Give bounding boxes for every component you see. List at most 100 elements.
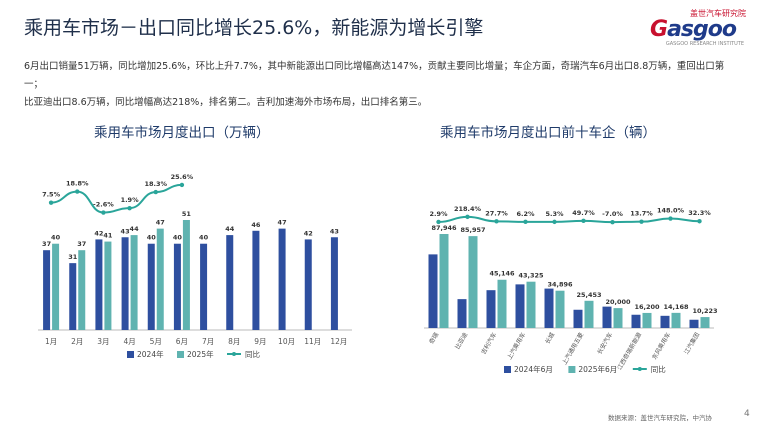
monthly-tick-0: 1月 — [45, 337, 57, 346]
topten-yoy-point-4 — [552, 219, 557, 225]
topten-bar-s0-1 — [457, 299, 467, 328]
monthly-bar-label-s0-7: 44 — [225, 225, 235, 233]
topten-yoy-label-5: 49.7% — [572, 209, 595, 217]
topten-tick-1: 比亚迪 — [453, 331, 469, 351]
topten-tick-0: 奇瑞 — [427, 331, 440, 345]
topten-tick-2: 吉利汽车 — [479, 331, 498, 356]
topten-yoy-point-5 — [581, 218, 586, 224]
monthly-bar-s0-2 — [95, 239, 103, 330]
topten-bar-s1-5 — [584, 300, 594, 328]
topten-bar-s1-4 — [555, 290, 565, 328]
topten-bar-s0-8 — [660, 315, 670, 328]
topten-bar-s1-2 — [497, 279, 507, 328]
monthly-bar-s0-8 — [252, 230, 260, 330]
monthly-bar-label-s1-0: 40 — [51, 234, 61, 242]
topten-yoy-line — [438, 215, 700, 224]
topten-bar-s0-5 — [573, 309, 583, 328]
monthly-bar-s0-7 — [226, 235, 234, 330]
topten-bar-s0-3 — [515, 284, 525, 328]
topten-bar-s0-6 — [602, 306, 612, 328]
monthly-tick-6: 7月 — [202, 337, 214, 346]
topten-bar-label-s1-3: 43,325 — [518, 272, 544, 280]
monthly-yoy-point-5 — [179, 182, 185, 188]
monthly-bar-s1-2 — [104, 241, 112, 330]
topten-tick-9: 江汽集团 — [682, 331, 701, 356]
monthly-tick-2: 3月 — [97, 337, 109, 346]
monthly-yoy-label-3: 1.9% — [121, 196, 140, 204]
monthly-legend-line-label: 同比 — [245, 349, 260, 359]
topten-yoy-label-3: 6.2% — [516, 210, 535, 218]
topten-yoy-label-1: 218.4% — [454, 205, 482, 213]
topten-yoy-point-7 — [639, 219, 644, 224]
monthly-bar-s0-4 — [147, 243, 155, 330]
topten-yoy-point-3 — [523, 219, 528, 225]
monthly-bar-label-s0-8: 46 — [251, 221, 261, 229]
topten-yoy-point-8 — [668, 216, 673, 221]
topten-legend-swatch-1 — [568, 366, 576, 373]
topten-bar-s1-1 — [468, 236, 478, 328]
monthly-bar-label-s0-2: 42 — [94, 229, 103, 237]
monthly-yoy-point-0 — [48, 200, 54, 205]
logo-word-g: G — [650, 17, 668, 42]
monthly-bar-label-s1-3: 44 — [130, 225, 140, 233]
monthly-tick-11: 12月 — [330, 337, 347, 346]
monthly-bar-label-s0-0: 37 — [42, 240, 51, 248]
monthly-bar-label-s0-3: 43 — [121, 227, 130, 235]
topten-yoy-point-1 — [465, 214, 470, 220]
topten-bar-label-s1-4: 34,896 — [547, 281, 573, 289]
monthly-yoy-line — [51, 183, 182, 214]
monthly-tick-9: 10月 — [278, 337, 295, 346]
topten-bar-s0-2 — [486, 290, 496, 328]
topten-bar-s1-7 — [642, 312, 652, 328]
monthly-bar-label-s1-2: 41 — [103, 232, 113, 240]
topten-bar-s1-8 — [671, 312, 681, 328]
page-number: 4 — [744, 409, 750, 419]
monthly-bar-s0-3 — [121, 237, 129, 330]
topten-bar-label-s1-9: 10,223 — [692, 307, 717, 315]
topten-legend-line-label: 同比 — [651, 364, 666, 374]
topten-legend-label-0: 2024年6月 — [514, 364, 553, 374]
topten-yoy-label-2: 27.7% — [485, 209, 508, 217]
monthly-tick-1: 2月 — [71, 337, 83, 346]
topten-yoy-label-0: 2.9% — [429, 210, 448, 218]
topten-bar-s0-7 — [631, 314, 641, 328]
monthly-bar-label-s0-9: 47 — [278, 219, 287, 227]
topten-bar-label-s1-6: 20,000 — [605, 298, 631, 306]
monthly-bar-s0-9 — [278, 228, 286, 330]
topten-yoy-label-7: 13.7% — [630, 210, 653, 218]
topten-tick-4: 长城 — [543, 331, 556, 345]
monthly-yoy-point-3 — [127, 205, 132, 211]
topten-bar-s1-9 — [700, 317, 710, 328]
monthly-legend-swatch-1 — [177, 351, 184, 358]
topten-tick-8: 东风乘用车 — [650, 331, 672, 361]
topten-yoy-label-6: -7.0% — [602, 210, 623, 218]
monthly-bar-label-s0-4: 40 — [147, 234, 157, 242]
gasgoo-logo: 盖世汽车研究院 Gasgoo GASGOO RESEARCH INSTITUTE — [650, 8, 750, 47]
topten-legend-label-1: 2025年6月 — [578, 364, 617, 374]
topten-bar-s0-9 — [689, 319, 699, 328]
topten-bar-s1-0 — [439, 234, 449, 328]
monthly-yoy-point-4 — [153, 189, 158, 195]
monthly-bar-label-s0-6: 40 — [199, 234, 209, 242]
monthly-bar-label-s1-1: 37 — [77, 240, 86, 248]
topten-yoy-label-4: 5.3% — [545, 210, 564, 218]
topten-yoy-point-6 — [610, 219, 615, 225]
topten-tick-7: 江西奇瑞新能源 — [615, 331, 643, 371]
monthly-bar-s1-3 — [130, 235, 138, 330]
summary-line-1: 6月出口销量51万辆，同比增加25.6%，环比上升7.7%，其中新能源出口同比增… — [24, 61, 725, 90]
monthly-bar-s1-4 — [156, 228, 164, 330]
monthly-bar-s0-1 — [69, 263, 77, 330]
page-title: 乘用车市场－出口同比增长25.6%，新能源为增长引擎 — [24, 17, 484, 39]
logo-top-text: 盖世汽车研究院 — [690, 9, 746, 18]
monthly-bar-label-s1-4: 47 — [156, 219, 165, 227]
monthly-tick-3: 4月 — [123, 337, 135, 346]
summary-text: 6月出口销量51万辆，同比增加25.6%，环比上升7.7%，其中新能源出口同比增… — [24, 58, 740, 112]
topten-bar-label-s1-7: 16,200 — [634, 303, 660, 311]
topten-yoy-point-0 — [436, 219, 441, 225]
monthly-yoy-point-1 — [75, 189, 80, 194]
monthly-tick-10: 11月 — [304, 337, 321, 346]
monthly-yoy-label-1: 18.8% — [66, 180, 89, 188]
topten-bar-label-s1-0: 87,946 — [431, 224, 457, 232]
summary-line-2: 比亚迪出口8.6万辆，同比增幅高达218%，排名第二。吉利加速海外市场布局，出口… — [24, 97, 428, 108]
monthly-yoy-label-5: 25.6% — [171, 173, 194, 181]
